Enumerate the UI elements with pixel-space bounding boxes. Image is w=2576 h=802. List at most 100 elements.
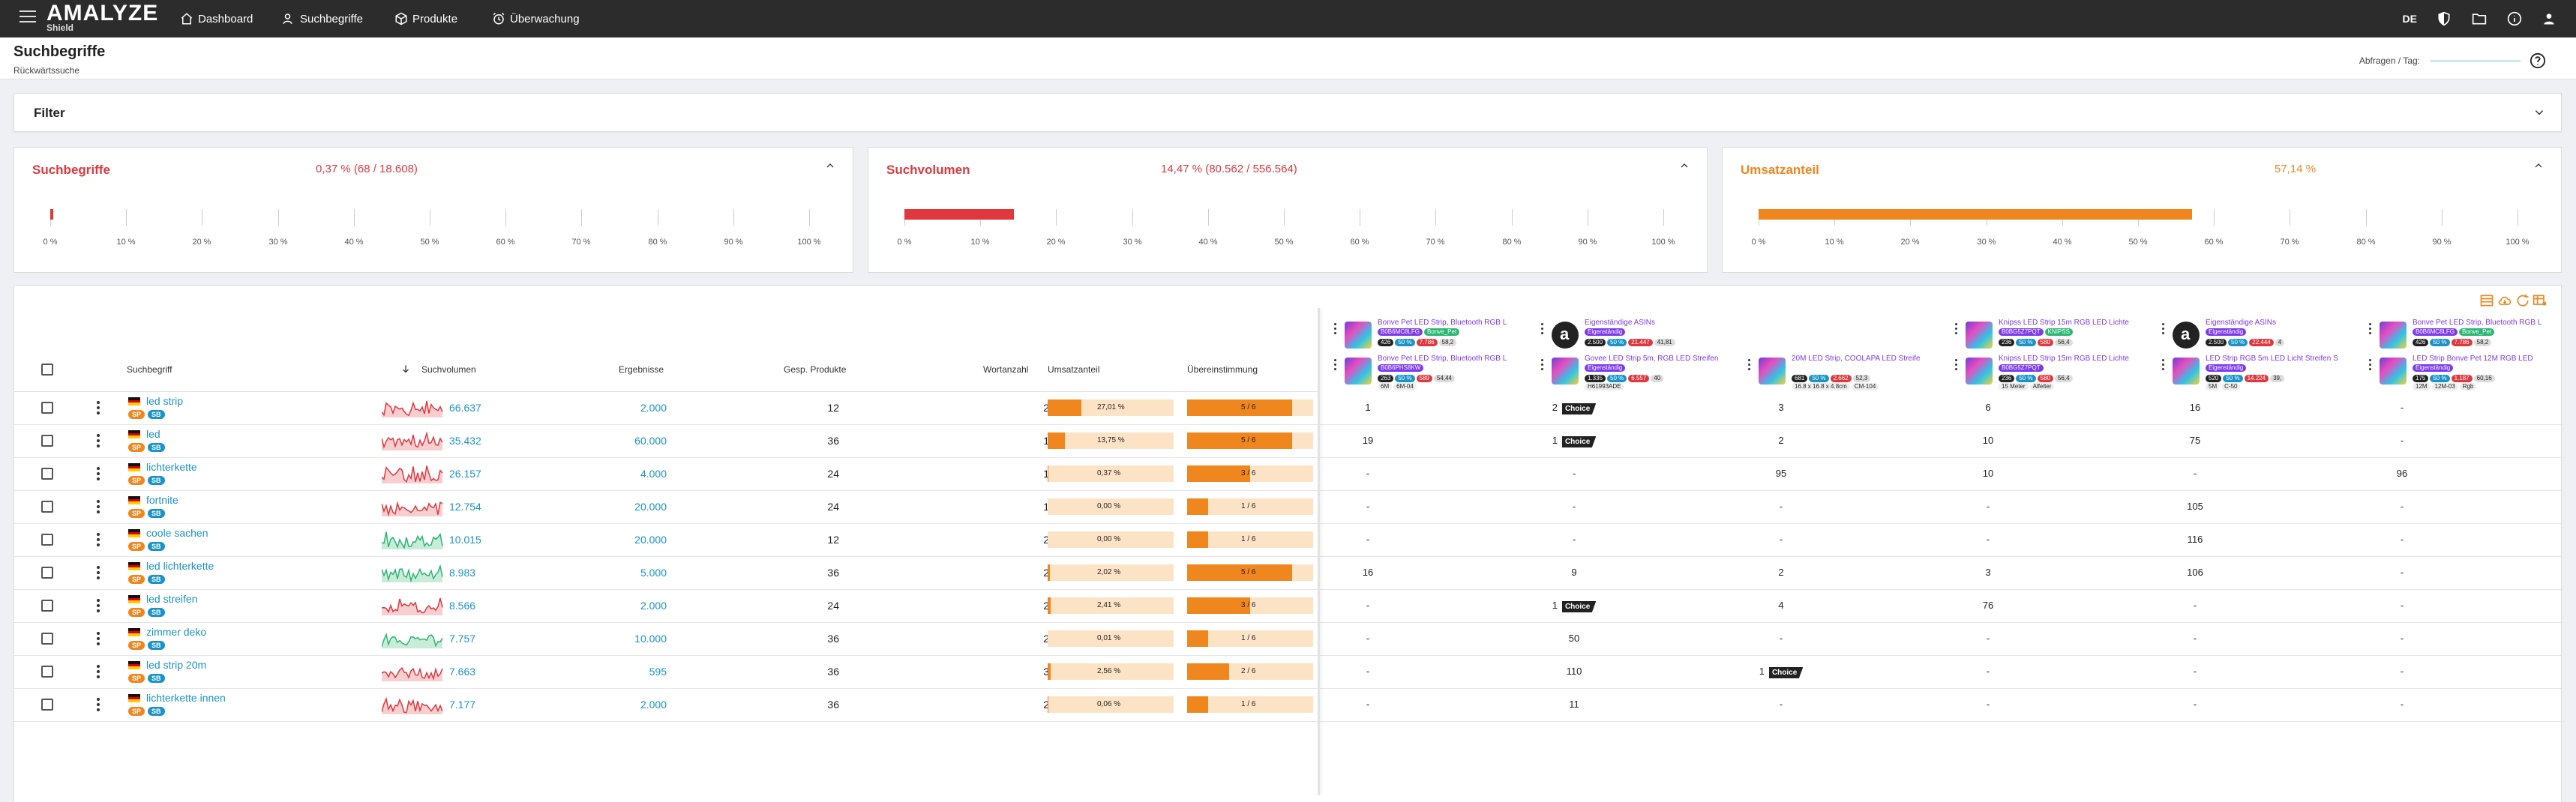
product-menu-icon[interactable]: [1541, 359, 1543, 374]
header-words[interactable]: Wortanzahl: [983, 364, 1029, 375]
keyword-link[interactable]: coole sachen: [146, 527, 208, 539]
table-row[interactable]: zimmer deko SP SB 7.757 10.000 36 2 0,01 % 1 / 6…: [14, 623, 2563, 656]
product-card[interactable]: Bonve Pet LED Strip, Bluetooth RGB L B0B6…: [1334, 355, 1540, 391]
product-title[interactable]: Eigenständige ASINs: [1585, 319, 1655, 327]
volume-link[interactable]: 26.157: [449, 468, 481, 480]
product-title[interactable]: LED Strip RGB 5m LED Licht Streifen S: [2206, 355, 2338, 363]
table-row[interactable]: coole sachen SP SB 10.015 20.000 12 2 0,00 % 1 /…: [14, 524, 2563, 557]
keyword-link[interactable]: led streifen: [146, 593, 198, 605]
header-results[interactable]: Ergebnisse: [619, 364, 664, 375]
row-menu-icon[interactable]: [97, 698, 100, 713]
account-icon[interactable]: [2542, 11, 2557, 26]
product-card[interactable]: 20M LED Strip, COOLAPA LED Streife 681 50 …: [1748, 355, 1954, 391]
nav-ueberwachung[interactable]: Überwachung: [492, 0, 580, 37]
product-card[interactable]: LED Strip RGB 5m LED Licht Streifen S Eig…: [2162, 355, 2368, 391]
info-icon[interactable]: [2507, 11, 2522, 26]
table-view-icon[interactable]: [2479, 293, 2495, 308]
volume-link[interactable]: 7.663: [449, 666, 476, 678]
keyword-link[interactable]: lichterkette: [146, 461, 197, 473]
product-title[interactable]: Bonve Pet LED Strip, Bluetooth RGB L: [1378, 355, 1507, 363]
volume-link[interactable]: 8.566: [449, 600, 476, 612]
keyword-link[interactable]: lichterkette innen: [146, 692, 226, 704]
row-checkbox[interactable]: [41, 699, 53, 711]
product-title[interactable]: Knipss LED Strip 15m RGB LED Lichte: [1999, 355, 2129, 363]
product-menu-icon[interactable]: [1748, 359, 1750, 374]
chevron-down-icon[interactable]: [2533, 107, 2546, 118]
folder-icon[interactable]: [2471, 11, 2488, 26]
product-title[interactable]: Bonve Pet LED Strip, Bluetooth RGB L: [2413, 319, 2542, 327]
row-checkbox[interactable]: [41, 567, 53, 579]
row-checkbox[interactable]: [41, 534, 53, 546]
results-link[interactable]: 5.000: [640, 567, 667, 579]
table-row[interactable]: led SP SB 35.432 60.000 36 1 13,75 % 5 / 6 19 1 Cho…: [14, 425, 2563, 458]
keyword-link[interactable]: fortnite: [146, 494, 178, 506]
header-share[interactable]: Umsatzanteil: [1048, 364, 1100, 375]
table-settings-icon[interactable]: [2531, 293, 2549, 308]
results-link[interactable]: 20.000: [634, 501, 667, 513]
volume-link[interactable]: 7.177: [449, 699, 476, 711]
chevron-up-icon[interactable]: [824, 161, 836, 170]
row-menu-icon[interactable]: [97, 434, 100, 449]
chevron-up-icon[interactable]: [1678, 161, 1690, 170]
cloud-download-icon[interactable]: [2495, 293, 2515, 308]
product-menu-icon[interactable]: [1955, 323, 1957, 338]
row-checkbox[interactable]: [41, 501, 53, 513]
keyword-link[interactable]: led strip: [146, 395, 184, 407]
results-link[interactable]: 595: [649, 666, 667, 678]
product-card[interactable]: Bonve Pet LED Strip, Bluetooth RGB L B0B6…: [1334, 319, 1540, 353]
table-row[interactable]: lichterkette SP SB 26.157 4.000 24 1 0,37 % 3 / …: [14, 458, 2563, 491]
row-checkbox[interactable]: [41, 600, 53, 612]
theme-contrast-icon[interactable]: [2437, 11, 2452, 26]
keyword-link[interactable]: led lichterkette: [146, 560, 214, 572]
row-menu-icon[interactable]: [97, 599, 100, 614]
product-card[interactable]: Knipss LED Strip 15m RGB LED Lichte B0BG5…: [1955, 319, 2161, 353]
row-checkbox[interactable]: [41, 666, 53, 678]
product-menu-icon[interactable]: [2162, 323, 2164, 338]
row-menu-icon[interactable]: [97, 533, 100, 548]
language-switch[interactable]: DE: [2402, 13, 2417, 25]
volume-link[interactable]: 10.015: [449, 534, 481, 546]
nav-suchbegriffe[interactable]: Suchbegriffe: [282, 0, 363, 37]
results-link[interactable]: 10.000: [634, 633, 667, 645]
keyword-link[interactable]: led: [146, 428, 160, 440]
product-menu-icon[interactable]: [2162, 359, 2164, 374]
row-menu-icon[interactable]: [97, 401, 100, 416]
nav-dashboard[interactable]: Dashboard: [180, 0, 253, 37]
product-menu-icon[interactable]: [2369, 323, 2371, 338]
table-row[interactable]: led streifen SP SB 8.566 2.000 24 2 2,41 % 3 / 6…: [14, 590, 2563, 623]
row-menu-icon[interactable]: [97, 500, 100, 515]
product-card[interactable]: Govee LED Strip 5m, RGB LED Streifen Eige…: [1541, 355, 1747, 391]
results-link[interactable]: 2.000: [640, 699, 667, 711]
row-menu-icon[interactable]: [97, 632, 100, 647]
product-menu-icon[interactable]: [1334, 359, 1336, 374]
product-menu-icon[interactable]: [1541, 323, 1543, 338]
help-icon[interactable]: [2530, 52, 2546, 69]
volume-link[interactable]: 66.637: [449, 402, 481, 414]
hamburger-menu-icon[interactable]: [19, 10, 36, 24]
product-card[interactable]: LED Strip Bonve Pet 12M RGB LED Eigenstän…: [2369, 355, 2575, 391]
nav-produkte[interactable]: Produkte: [394, 0, 457, 37]
results-link[interactable]: 2.000: [640, 402, 667, 414]
row-checkbox[interactable]: [41, 402, 53, 414]
product-title[interactable]: Eigenständige ASINs: [2206, 319, 2276, 327]
product-menu-icon[interactable]: [1955, 359, 1957, 374]
product-title[interactable]: 20M LED Strip, COOLAPA LED Streife: [1792, 355, 1921, 363]
header-keyword[interactable]: Suchbegriff: [127, 364, 172, 375]
logo[interactable]: AMALYZE: [46, 1, 159, 25]
product-title[interactable]: Bonve Pet LED Strip, Bluetooth RGB L: [1378, 319, 1507, 327]
chevron-up-icon[interactable]: [2533, 161, 2545, 170]
header-match[interactable]: Übereinstimmung: [1187, 364, 1258, 375]
product-title[interactable]: Govee LED Strip 5m, RGB LED Streifen: [1585, 355, 1719, 363]
row-menu-icon[interactable]: [97, 566, 100, 581]
table-row[interactable]: led strip 20m SP SB 7.663 595 36 3 2,56 % 2 / 6-…: [14, 656, 2563, 689]
results-link[interactable]: 4.000: [640, 468, 667, 480]
table-row[interactable]: fortnite SP SB 12.754 20.000 24 1 0,00 % 1 / 6--…: [14, 491, 2563, 524]
table-row[interactable]: lichterkette innen SP SB 7.177 2.000 36 2 0,06 …: [14, 689, 2563, 722]
row-checkbox[interactable]: [41, 435, 53, 447]
product-title[interactable]: Knipss LED Strip 15m RGB LED Lichte: [1999, 319, 2129, 327]
results-link[interactable]: 2.000: [640, 600, 667, 612]
results-link[interactable]: 20.000: [634, 534, 667, 546]
